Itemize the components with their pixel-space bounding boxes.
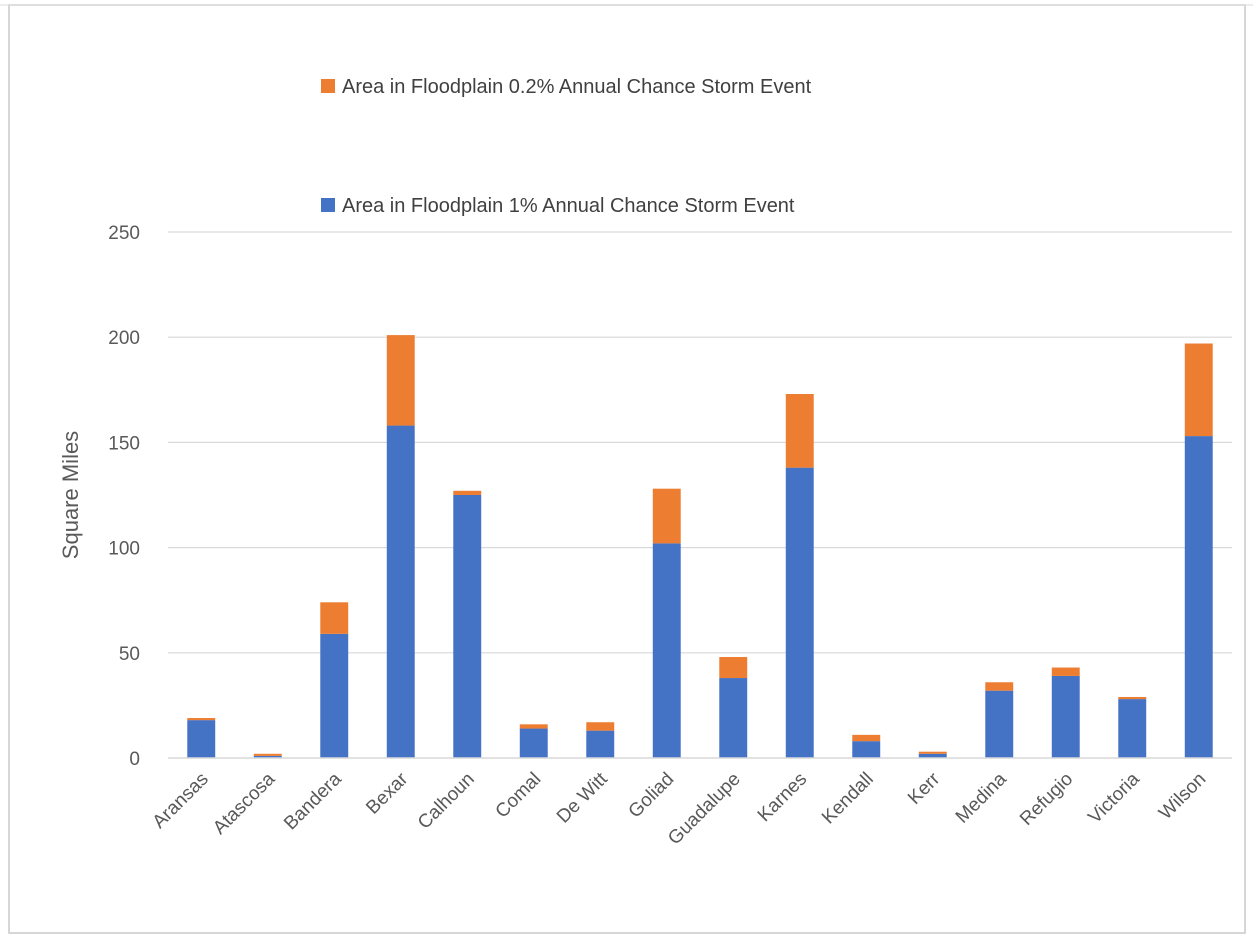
x-tick-label: Wilson	[1155, 769, 1210, 824]
legend-label-series-1: Area in Floodplain 1% Annual Chance Stor…	[342, 195, 795, 217]
x-tick-label: Kerr	[904, 768, 945, 809]
legend: Area in Floodplain 0.2% Annual Chance St…	[321, 76, 812, 217]
x-tick-label: Kendall	[818, 769, 878, 829]
bar-comal-series-2	[519, 724, 548, 729]
x-tick-label: Karnes	[754, 769, 811, 826]
x-tick-label: Medina	[952, 768, 1011, 827]
bar-comal-series-1	[519, 728, 548, 758]
y-axis-ticks: 0 50 100 150 200 250	[108, 223, 140, 770]
legend-label-series-2: Area in Floodplain 0.2% Annual Chance St…	[342, 76, 812, 98]
bar-karnes-series-2	[785, 394, 814, 468]
legend-swatch-series-1	[321, 198, 335, 212]
x-tick-label: Guadalupe	[664, 769, 745, 850]
bar-wilson-series-2	[1184, 343, 1213, 437]
y-tick-label: 100	[108, 539, 140, 560]
bar-calhoun-series-2	[453, 490, 482, 495]
bar-wilson-series-1	[1184, 436, 1213, 758]
bar-guadalupe-series-2	[719, 657, 748, 679]
gridlines	[168, 231, 1232, 654]
bar-kerr-series-2	[918, 751, 947, 754]
x-tick-label: Bandera	[280, 768, 346, 834]
bar-bexar-series-2	[386, 335, 415, 426]
legend-swatch-series-2	[321, 79, 335, 93]
x-tick-label: Victoria	[1084, 768, 1144, 828]
x-tick-label: Refugio	[1016, 769, 1077, 830]
x-tick-label: De Witt	[553, 768, 612, 827]
x-tick-label: Aransas	[149, 769, 213, 833]
bar-victoria-series-2	[1118, 696, 1147, 700]
bar-kendall-series-1	[852, 741, 881, 758]
bars	[187, 335, 1213, 758]
x-tick-label: Comal	[492, 769, 546, 823]
x-tick-label: Bexar	[362, 768, 412, 818]
bar-kerr-series-1	[918, 753, 947, 758]
bar-medina-series-1	[985, 690, 1014, 758]
x-tick-label: Goliad	[625, 769, 679, 823]
bar-bexar-series-1	[386, 425, 415, 758]
y-tick-label: 200	[108, 328, 140, 349]
bar-medina-series-2	[985, 682, 1014, 691]
bar-refugio-series-1	[1051, 675, 1080, 758]
bar-aransas-series-1	[187, 720, 216, 758]
bar-refugio-series-2	[1051, 667, 1080, 676]
y-tick-label: 250	[108, 223, 140, 244]
x-tick-label: Atascosa	[209, 768, 279, 838]
bar-kendall-series-2	[852, 734, 881, 742]
bar-guadalupe-series-1	[719, 678, 748, 758]
bar-calhoun-series-1	[453, 495, 482, 758]
bar-victoria-series-1	[1118, 699, 1147, 758]
y-tick-label: 50	[119, 644, 140, 665]
bar-de-witt-series-2	[586, 722, 615, 731]
bar-karnes-series-1	[785, 467, 814, 758]
x-tick-label: Calhoun	[414, 769, 479, 834]
bar-aransas-series-2	[187, 718, 216, 721]
y-tick-label: 0	[129, 749, 140, 770]
bar-de-witt-series-1	[586, 730, 615, 758]
y-axis-title: Square Miles	[58, 431, 83, 559]
bar-goliad-series-1	[652, 543, 681, 758]
bar-atascosa-series-2	[253, 753, 282, 756]
bar-goliad-series-2	[652, 488, 681, 544]
bar-atascosa-series-1	[253, 755, 282, 758]
bar-bandera-series-2	[320, 602, 349, 634]
bar-bandera-series-1	[320, 633, 349, 758]
y-tick-label: 150	[108, 433, 140, 454]
